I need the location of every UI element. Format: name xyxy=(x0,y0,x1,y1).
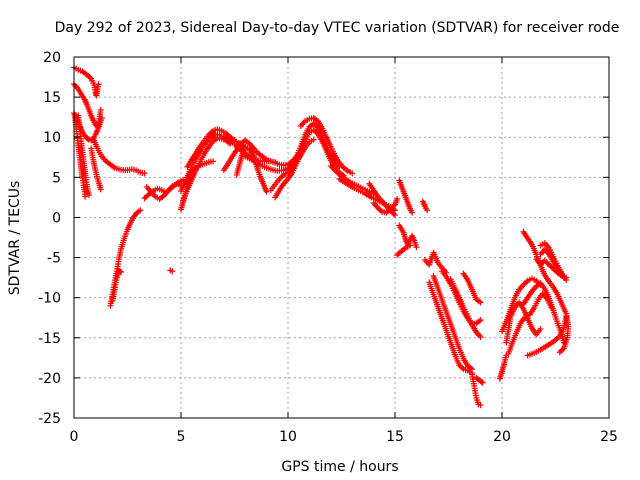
data-point xyxy=(479,379,486,386)
y-tick-label: -15 xyxy=(38,331,61,347)
data-point xyxy=(556,349,563,356)
data-point xyxy=(406,242,413,249)
data-point xyxy=(98,114,105,121)
plot-frame xyxy=(73,56,610,419)
y-tick-label: 10 xyxy=(43,130,61,146)
data-point xyxy=(563,277,570,284)
data-point xyxy=(409,209,416,216)
y-tick-label: 5 xyxy=(52,170,61,186)
data-point xyxy=(394,195,401,202)
data-point xyxy=(478,378,485,385)
data-point xyxy=(210,158,217,165)
data-point xyxy=(82,193,89,200)
data-point xyxy=(227,140,234,147)
data-point xyxy=(469,366,476,373)
y-tick-label: -20 xyxy=(38,371,61,387)
data-point xyxy=(85,191,92,198)
x-tick-label: 10 xyxy=(279,429,297,445)
data-point xyxy=(477,299,484,306)
data-point xyxy=(392,212,398,219)
data-point xyxy=(310,136,317,143)
data-point xyxy=(477,402,484,409)
data-point xyxy=(477,333,484,340)
x-tick-label: 5 xyxy=(177,429,186,445)
y-axis-label: SDTVAR / TECUs xyxy=(7,181,23,296)
data-point xyxy=(349,170,356,177)
data-point xyxy=(97,186,104,193)
data-point xyxy=(413,244,420,251)
data-point xyxy=(95,81,102,88)
x-tick-label: 0 xyxy=(70,429,79,445)
data-point xyxy=(477,317,484,324)
data-point xyxy=(263,188,270,195)
grid-layer xyxy=(74,57,609,418)
y-tick-label: -10 xyxy=(38,291,61,307)
data-point xyxy=(117,268,124,275)
x-tick-label: 25 xyxy=(600,429,618,445)
axis-ticks: 0 5 10 15 20 25 -25 -20 -15 -10 -5 0 5 10 15 20 xyxy=(38,50,618,445)
data-point xyxy=(537,325,544,332)
data-point xyxy=(141,170,148,177)
x-tick-label: 15 xyxy=(386,429,404,445)
data-point xyxy=(97,106,104,113)
data-points xyxy=(71,64,572,409)
data-point xyxy=(558,270,565,277)
data-point xyxy=(169,268,176,275)
y-tick-label: -5 xyxy=(47,251,61,267)
data-point xyxy=(84,135,91,142)
data-point xyxy=(137,207,144,214)
y-tick-label: -25 xyxy=(38,411,61,427)
x-axis-label: GPS time / hours xyxy=(281,459,398,475)
data-point xyxy=(118,268,125,275)
y-tick-label: 15 xyxy=(43,90,61,106)
y-tick-label: 20 xyxy=(43,50,61,66)
data-point xyxy=(424,207,431,214)
y-tick-label: 0 xyxy=(52,210,61,226)
x-tick-label: 20 xyxy=(493,429,511,445)
chart-title: Day 292 of 2023, Sidereal Day-to-day VTE… xyxy=(55,20,620,36)
